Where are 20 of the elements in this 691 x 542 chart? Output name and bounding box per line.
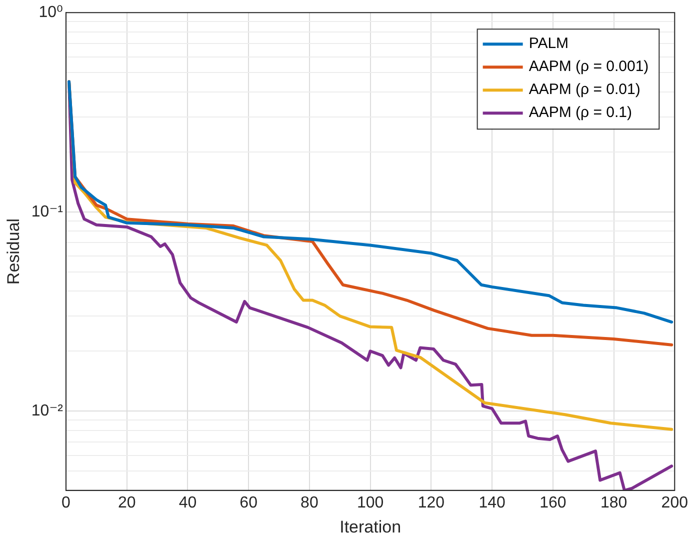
legend-label: AAPM (ρ = 0.01) <box>528 81 640 98</box>
y-tick-label: 10⁻¹ <box>31 203 63 220</box>
x-tick-label: 80 <box>300 494 318 512</box>
x-tick-label: 140 <box>478 494 506 512</box>
x-tick-label: 180 <box>600 494 628 512</box>
x-tick-label: 20 <box>118 494 136 512</box>
legend-label: AAPM (ρ = 0.001) <box>528 58 649 76</box>
x-tick-label: 60 <box>240 494 258 512</box>
x-tick-label: 160 <box>540 494 566 512</box>
x-tick-label: 120 <box>418 494 445 512</box>
x-tick-label: 100 <box>356 494 384 512</box>
x-tick-label: 0 <box>62 494 71 512</box>
legend-label: PALM <box>528 35 569 52</box>
legend-label: AAPM (ρ = 0.1) <box>528 104 632 122</box>
x-axis-title: Iteration <box>340 517 402 536</box>
y-tick-label: 10⁻² <box>31 402 64 420</box>
x-tick-label: 200 <box>661 494 688 512</box>
y-axis-title: Residual <box>4 218 23 285</box>
y-tick-label: 10⁰ <box>38 4 63 22</box>
x-tick-label: 40 <box>178 494 197 512</box>
